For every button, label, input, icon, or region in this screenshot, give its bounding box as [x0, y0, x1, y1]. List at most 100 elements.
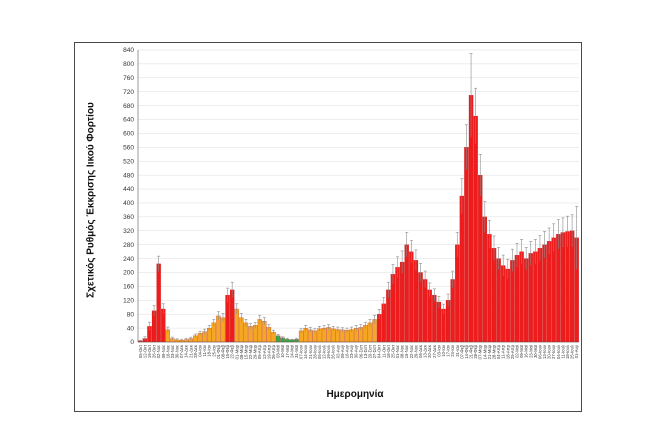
data-bar	[464, 147, 469, 343]
x-tick-label: 14-Μαρ	[482, 344, 487, 359]
x-tick-label: 20-Δεκ	[427, 344, 432, 358]
data-bar	[519, 251, 524, 343]
x-tick-label: 16-Νοε	[165, 345, 170, 358]
data-bar	[524, 258, 529, 343]
y-tick-label: 600	[123, 131, 134, 138]
x-tick-label: 03-Μαϊ	[276, 344, 281, 358]
y-tick-label: 280	[123, 242, 134, 249]
data-bar	[418, 272, 423, 343]
x-tick-label: 22-Μαρ	[248, 344, 253, 359]
x-tick-label: 25-Ιουλ	[570, 344, 575, 359]
x-tick-label: 05-Οκτ	[138, 345, 143, 358]
x-tick-label: 28-Δεκ	[193, 344, 198, 358]
x-tick-label: 04-Απρ	[496, 344, 501, 359]
x-tick-label: 24-Μαϊ	[289, 344, 294, 358]
x-tick-label: 16-Μαϊ	[524, 344, 529, 358]
y-tick-label: 400	[123, 200, 134, 207]
y-tick-label: 440	[123, 186, 134, 193]
data-bar	[404, 244, 409, 343]
x-tick-label: 13-Δεκ	[423, 344, 428, 358]
chart-frame	[74, 42, 582, 412]
x-tick-label: 11-Απρ	[501, 344, 506, 358]
x-axis-label: Ημερομηνία	[326, 389, 384, 400]
x-tick-label: 19-Ιουλ	[326, 344, 331, 359]
x-tick-label: 31-Ιαν	[455, 345, 460, 357]
data-bar	[510, 260, 515, 343]
data-bar	[551, 237, 556, 343]
x-tick-label: 15-Νοε	[404, 345, 409, 358]
data-bar	[459, 195, 465, 343]
y-tick-label: 480	[123, 172, 134, 179]
x-tick-label: 09-Αυγ	[340, 344, 345, 358]
x-tick-label: 19-Οκτ	[147, 345, 152, 358]
x-tick-label: 30-Αυγ	[354, 344, 359, 358]
data-bar	[565, 231, 570, 343]
x-tick-label: 25-Οκτ	[390, 345, 395, 358]
x-tick-label: 10-Μαϊ	[280, 344, 285, 358]
x-tick-label: 11-Οκτ	[381, 345, 386, 358]
y-axis-label: Σχετικός Ρυθμός Έκκρισης Ιικού Φορτίου	[85, 102, 97, 298]
x-tick-label: 30-Μαϊ	[533, 344, 538, 358]
y-tick-label: 560	[123, 145, 134, 152]
x-tick-label: 23-Αυγ	[349, 344, 354, 358]
x-tick-label: 06-Ιουν	[537, 345, 542, 359]
x-tick-label: 13-Σεπ	[363, 345, 368, 359]
data-bar	[156, 263, 161, 343]
x-tick-label: 18-Ιαν	[207, 345, 212, 357]
x-tick-label: 28-Μαρ	[492, 344, 497, 359]
data-bar	[432, 294, 437, 343]
x-tick-label: 15-Μαρ	[243, 344, 248, 359]
data-bar	[455, 244, 460, 343]
x-tick-label: 10-Ιαν	[441, 345, 446, 357]
x-tick-label: 18-Ιουλ	[565, 344, 570, 359]
x-tick-label: 07-Μαρ	[478, 344, 483, 359]
x-tick-label: 17-Μαϊ	[285, 344, 290, 358]
x-tick-label: 20-Σεπ	[367, 345, 372, 359]
x-tick-label: 06-Σεπ	[358, 345, 363, 359]
x-tick-label: 18-Απρ	[505, 344, 510, 359]
x-tick-label: 02-Νοε	[156, 345, 161, 358]
x-tick-label: 28-Φεβ	[473, 344, 478, 358]
data-bar	[450, 279, 455, 343]
x-tick-label: 16-Αυγ	[345, 344, 350, 358]
x-tick-label: 12-Οκτ	[142, 345, 147, 358]
data-bar	[413, 260, 419, 343]
x-tick-label: 11-Ιουλ	[560, 344, 565, 359]
data-bar	[478, 175, 483, 343]
x-tick-label: 17-Ιαν	[446, 345, 451, 357]
data-bar	[441, 308, 446, 343]
x-tick-label: 27-Δεκ	[432, 344, 437, 358]
y-tick-label: 0	[130, 339, 134, 346]
x-tick-label: 21-Δεκ	[188, 344, 193, 358]
x-tick-label: 05-Ιουλ	[317, 344, 322, 359]
x-tick-label: 25-Ιαν	[211, 345, 216, 357]
data-bar	[399, 261, 405, 343]
y-tick-label: 80	[127, 311, 135, 318]
x-tick-label: 04-Οκτ	[377, 345, 382, 358]
data-bar	[436, 301, 442, 343]
x-tick-label: 19-Απρ	[266, 344, 271, 359]
x-tick-label: 22-Φεβ	[230, 344, 235, 358]
x-tick-label: 23-Μαϊ	[528, 344, 533, 358]
x-tick-label: 04-Ιαν	[198, 345, 203, 357]
x-tick-label: 21-Μαρ	[487, 344, 492, 359]
x-tick-label: 02-Αυγ	[335, 344, 340, 358]
data-bar	[386, 289, 391, 343]
y-tick-label: 840	[123, 47, 134, 54]
x-tick-label: 29-Μαρ	[253, 344, 258, 359]
x-tick-label: 09-Νοε	[161, 345, 166, 358]
data-bar	[422, 279, 428, 343]
data-bar	[473, 115, 478, 343]
y-tick-label: 680	[123, 103, 134, 110]
y-tick-label: 760	[123, 75, 134, 82]
data-bar	[560, 232, 566, 343]
data-bar	[514, 254, 520, 343]
y-tick-label: 320	[123, 228, 134, 235]
y-tick-label: 520	[123, 158, 134, 165]
x-tick-label: 13-Ιουν	[542, 345, 547, 359]
data-bar	[537, 248, 543, 343]
x-tick-label: 07-Φεβ	[459, 344, 464, 358]
data-bar	[427, 289, 432, 343]
y-tick-label: 720	[123, 89, 134, 96]
x-tick-label: 09-Μαϊ	[519, 344, 524, 358]
